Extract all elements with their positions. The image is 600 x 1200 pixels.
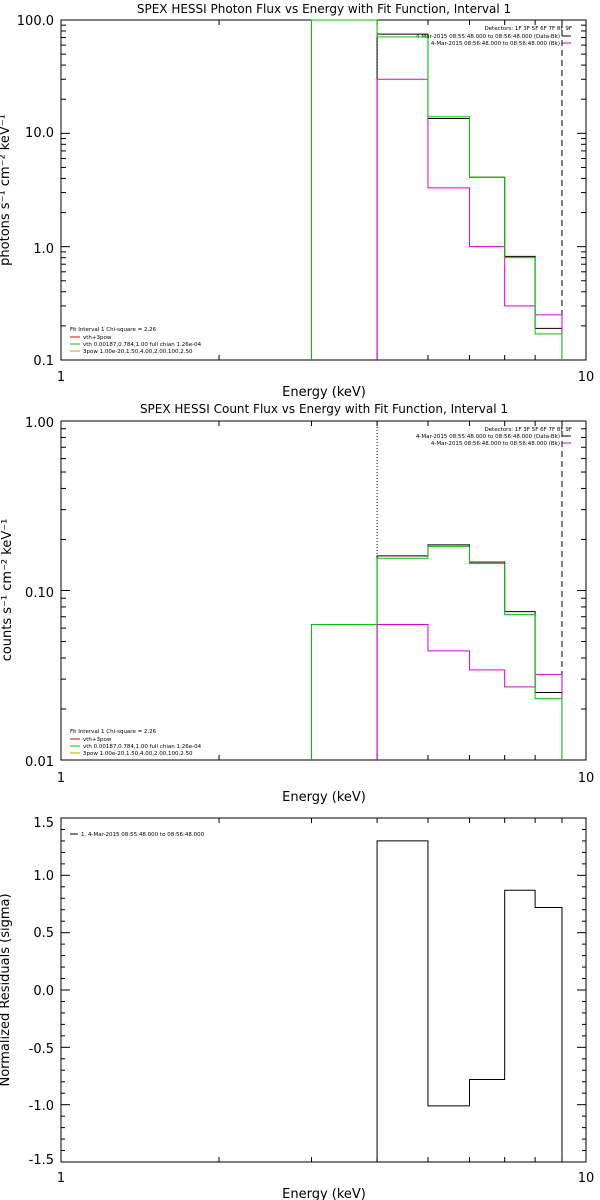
y-tick-label: 1.0 [33, 242, 54, 257]
y-tick-labels: 100.0 10.0 1.0 0.1 [17, 14, 54, 369]
legend-vth: vth 0.00187,0.784,1.00 full chian 1.26e-… [83, 342, 202, 348]
y-ticks [61, 817, 586, 1163]
y-tick-label: 10.0 [25, 126, 54, 141]
y-tick-labels: 1.5 1.0 0.5 0.0 -0.5 -1.0 -1.5 [29, 816, 54, 1168]
x-tick-label: 10 [578, 1171, 595, 1186]
series-line [376, 78, 563, 360]
legend-bottom-left: Fit Interval 1 Chi-square = 2.26 vth+3po… [70, 729, 202, 757]
legend-bottom-left: Fit Interval 1 Chi-square = 2.26 vth+3po… [70, 327, 202, 355]
legend-fit-interval: Fit Interval 1 Chi-square = 2.26 [70, 729, 157, 735]
series-line [310, 19, 563, 360]
legend-entry-bk: 4-Mar-2015 08:56:48.000 to 08:56:48.000 … [431, 41, 560, 47]
y-tick-label: 1.00 [25, 416, 54, 431]
y-ticks [61, 420, 586, 761]
legend-fit-interval: Fit Interval 1 Chi-square = 2.26 [70, 327, 157, 333]
legend-model: vth+3pow [83, 335, 112, 341]
panel-photon-flux: SPEX HESSI Photon Flux vs Energy with Fi… [0, 2, 594, 400]
series-line [376, 840, 563, 1162]
y-tick-labels: 1.00 0.10 0.01 [25, 416, 54, 770]
legend-detectors: Detectors: 1F 3F 5F 6F 7F 8F 9F [484, 427, 572, 433]
y-tick-label: 0.1 [33, 354, 54, 369]
x-ticks [60, 421, 587, 760]
x-tick-label: 1 [57, 771, 65, 786]
x-tick-labels: 1 10 [57, 771, 594, 786]
x-ticks [60, 20, 587, 360]
legend-3pow: 3pow 1.00e-20,1.50,4.00,2.00,100,2.50 [83, 751, 193, 757]
legend-interval: 1. 4-Mar-2015 08:55:48.000 to 08:56:48.0… [81, 832, 205, 838]
y-tick-label: 0.01 [25, 755, 54, 770]
x-tick-label: 1 [57, 1171, 65, 1186]
plot-frame [60, 817, 587, 1163]
x-axis-label: Energy (keV) [282, 790, 366, 805]
y-tick-label: 1.5 [33, 816, 54, 831]
plot-frame [60, 19, 587, 361]
panel-residuals: Energy (keV) Normalized Residuals (sigma… [0, 816, 594, 1200]
y-axis-label: Normalized Residuals (sigma) [0, 893, 13, 1086]
series-line [310, 545, 563, 760]
panel-count-flux: SPEX HESSI Count Flux vs Energy with Fit… [0, 402, 594, 805]
legend-entry-data-bk: 4-Mar-2015 08:55:48.000 to 08:56:48.000 … [416, 434, 560, 440]
y-tick-label: 100.0 [17, 14, 54, 29]
y-tick-label: 1.0 [33, 869, 54, 884]
legend-top-right: Detectors: 1F 3F 5F 6F 7F 8F 9F 4-Mar-20… [416, 427, 572, 447]
data-series [376, 624, 563, 760]
series-line [376, 544, 563, 760]
legend-entry-bk: 4-Mar-2015 08:56:48.000 to 08:56:48.000 … [431, 441, 560, 447]
legend-top-right: Detectors: 1F 3F 5F 6F 7F 8F 9F 4-Mar-20… [416, 26, 572, 47]
data-series [376, 78, 563, 360]
legend-vth: vth 0.00187,0.784,1.00 full chian 1.26e-… [83, 744, 202, 750]
y-tick-label: 0.5 [33, 926, 54, 941]
legend-top-left: 1. 4-Mar-2015 08:55:48.000 to 08:56:48.0… [70, 832, 205, 838]
x-axis-label: Energy (keV) [282, 1187, 366, 1200]
series-line [376, 624, 563, 760]
x-axis-label: Energy (keV) [282, 385, 366, 400]
y-tick-label: 0.10 [25, 586, 54, 601]
x-ticks [60, 818, 587, 1162]
x-tick-label: 1 [57, 370, 65, 385]
data-series [376, 544, 563, 760]
y-ticks [61, 19, 586, 361]
x-tick-labels: 1 10 [57, 370, 594, 385]
y-axis-label: photons s⁻¹ cm⁻² keV⁻¹ [0, 114, 13, 266]
chart-title: SPEX HESSI Photon Flux vs Energy with Fi… [137, 2, 511, 16]
legend-entry-data-bk: 4-Mar-2015 08:55:48.000 to 08:56:48.000 … [416, 34, 560, 40]
y-tick-label: -1.5 [29, 1153, 54, 1168]
data-series [310, 545, 563, 760]
x-tick-labels: 1 10 [57, 1171, 594, 1186]
data-series [310, 19, 563, 360]
legend-model: vth+3pow [83, 737, 112, 743]
y-tick-label: 0.0 [33, 984, 54, 999]
chart-title: SPEX HESSI Count Flux vs Energy with Fit… [140, 402, 508, 416]
x-tick-label: 10 [578, 370, 595, 385]
data-series [376, 840, 563, 1162]
y-tick-label: -0.5 [29, 1042, 54, 1057]
legend-detectors: Detectors: 1F 3F 5F 6F 7F 8F 9F [484, 26, 572, 32]
x-tick-label: 10 [578, 771, 595, 786]
plot-frame [60, 420, 587, 761]
legend-3pow: 3pow 1.00e-20,1.50,4.00,2.00,100,2.50 [83, 349, 193, 355]
y-tick-label: -1.0 [29, 1099, 54, 1114]
y-axis-label: counts s⁻¹ cm⁻² keV⁻¹ [0, 519, 15, 662]
